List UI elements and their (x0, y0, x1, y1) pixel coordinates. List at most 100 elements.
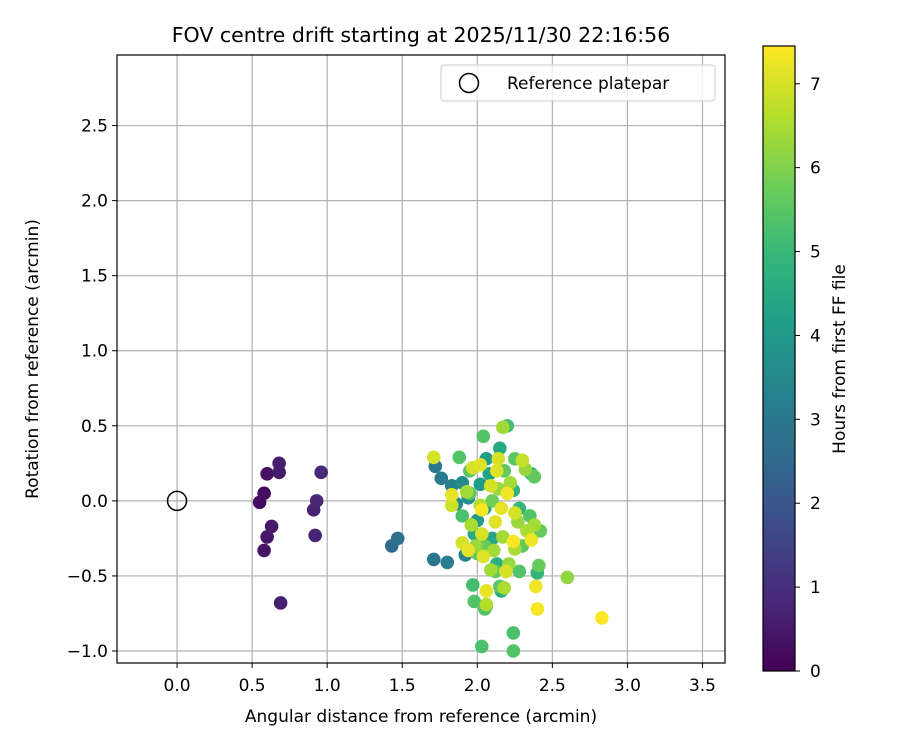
data-point (499, 564, 513, 579)
data-point (272, 456, 286, 471)
y-axis-ticks: −1.0 −0.5 0.0 0.5 1.0 1.5 2.0 2.5 (67, 117, 117, 662)
chart-title: FOV centre drift starting at 2025/11/30 … (172, 23, 671, 47)
data-point (503, 476, 518, 490)
y-tick-label: 2.0 (81, 192, 108, 212)
colorbar-tick-label: 2 (810, 494, 821, 514)
points-layer (252, 419, 609, 658)
data-point (508, 506, 522, 520)
data-point (257, 543, 271, 558)
data-point (560, 570, 575, 585)
y-tick-label: 2.5 (81, 117, 108, 137)
data-point (467, 594, 482, 609)
data-point (493, 441, 507, 456)
data-point (426, 450, 441, 465)
data-point (264, 519, 279, 534)
data-point (444, 488, 459, 502)
data-point (461, 543, 476, 558)
colorbar-tick-label: 6 (810, 159, 821, 179)
data-point (473, 458, 488, 472)
y-tick-label: 1.5 (81, 267, 108, 287)
y-tick-label: −0.5 (67, 567, 108, 587)
data-point (494, 501, 509, 516)
data-point (497, 581, 512, 595)
data-point (485, 494, 500, 508)
colorbar-tick-label: 4 (810, 326, 821, 346)
reference-layer (166, 490, 188, 512)
colorbar: 0 1 2 3 4 5 6 7 Hours from first FF file (762, 45, 850, 682)
data-point (496, 420, 510, 435)
data-point (475, 527, 489, 541)
x-tick-label: 1.5 (389, 676, 416, 696)
reference-marker (166, 490, 188, 512)
data-point (479, 584, 494, 598)
colorbar-gradient (762, 45, 796, 672)
y-tick-label: 1.0 (81, 342, 108, 362)
data-point (595, 611, 609, 625)
x-tick-label: 0.5 (239, 676, 266, 696)
data-point (490, 464, 504, 478)
data-point (475, 639, 489, 654)
data-point (529, 579, 543, 594)
data-point (308, 528, 322, 543)
grid (117, 55, 725, 663)
data-point (440, 555, 455, 570)
data-point (426, 552, 441, 567)
data-point (476, 429, 491, 444)
data-point (479, 597, 494, 612)
data-point (530, 602, 545, 616)
data-point (512, 564, 527, 579)
legend-box (440, 64, 716, 102)
data-point (500, 486, 515, 501)
x-tick-label: 2.0 (464, 676, 491, 696)
data-point (484, 479, 498, 493)
data-point (476, 549, 491, 564)
data-point (488, 515, 503, 529)
data-point (506, 644, 521, 658)
data-point (496, 530, 510, 544)
data-point (515, 453, 530, 468)
colorbar-tick-label: 7 (810, 75, 821, 95)
data-point (434, 471, 449, 486)
data-point (260, 530, 274, 544)
x-axis-ticks: 0.0 0.5 1.0 1.5 2.0 2.5 3.0 3.5 (164, 663, 716, 696)
y-tick-label: −1.0 (67, 642, 108, 662)
plot-background (117, 55, 725, 663)
legend-label: Reference platepar (507, 74, 669, 94)
data-point (527, 470, 542, 484)
data-point (473, 477, 488, 492)
data-point (452, 450, 467, 465)
colorbar-tick-label: 0 (810, 662, 821, 682)
data-point (273, 596, 288, 610)
x-tick-label: 3.5 (689, 676, 716, 696)
data-point (260, 467, 274, 481)
data-point (257, 486, 271, 501)
y-axis-label: Rotation from reference (arcmin) (23, 219, 43, 499)
y-tick-label: 0.0 (81, 492, 108, 512)
data-point (465, 578, 480, 592)
x-tick-label: 1.0 (314, 676, 341, 696)
x-axis-label: Angular distance from reference (arcmin) (245, 707, 597, 727)
plot-frame (116, 54, 726, 664)
data-point (390, 531, 405, 546)
x-tick-label: 2.5 (539, 676, 566, 696)
data-point (484, 563, 498, 577)
data-point (487, 543, 501, 558)
data-point (532, 558, 546, 573)
data-point (314, 465, 328, 480)
colorbar-tick-label: 1 (810, 578, 821, 598)
data-point (455, 509, 470, 523)
data-point (309, 494, 324, 508)
data-point (506, 626, 521, 640)
data-point (444, 498, 459, 513)
colorbar-ticks: 0 1 2 3 4 5 6 7 (795, 75, 821, 682)
legend: Reference platepar (440, 64, 716, 102)
data-point (459, 485, 474, 499)
data-point (475, 503, 489, 517)
legend-marker-icon (458, 72, 480, 94)
colorbar-label: Hours from first FF file (830, 264, 850, 454)
y-tick-label: 0.5 (81, 417, 108, 437)
x-tick-label: 0.0 (164, 676, 191, 696)
x-tick-label: 3.0 (614, 676, 641, 696)
